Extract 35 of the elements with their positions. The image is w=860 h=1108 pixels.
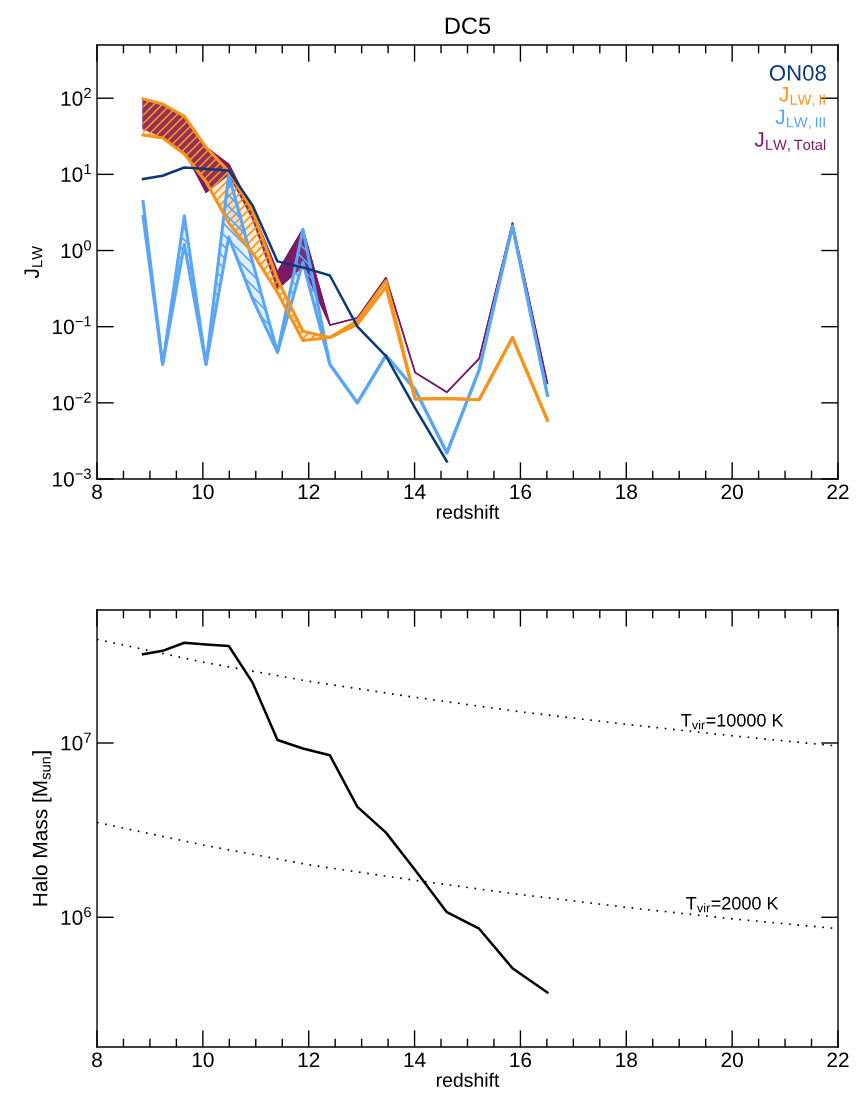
y-tick-label: 10$^{−2}$ [53, 392, 91, 411]
x-axis-title: redshift [436, 1072, 500, 1088]
x-tick-label: 18 [616, 484, 637, 500]
x-tick-label: 12 [298, 484, 320, 499]
x-axis-title: redshift [436, 504, 500, 519]
x-tick-label: 14 [404, 1052, 426, 1068]
y-tick-label: 10$^{0}$ [61, 240, 91, 259]
y-tick-label: 10$^{7}$ [61, 732, 91, 751]
series-label: T$_{vir}$=2000 K [686, 896, 779, 913]
x-tick-label: 8 [92, 484, 102, 500]
text: ON08 [769, 65, 826, 81]
x-tick-label: 12 [298, 1052, 320, 1068]
text: J$_{LW,Total}$ [754, 132, 826, 152]
text: J$_{LW,III}$ [775, 109, 825, 130]
x-tick-label: 8 [92, 1052, 102, 1068]
x-tick-label: 16 [510, 1052, 532, 1068]
y-tick-label: 10$^{−3}$ [53, 468, 91, 487]
y-axis-title: Halo Mass [M$_{sun}$] [32, 751, 52, 906]
x-tick-label: 10 [192, 484, 214, 500]
x-tick-label: 20 [721, 1052, 743, 1068]
y-tick-label: 10$^{1}$ [61, 164, 91, 182]
x-tick-label: 22 [827, 484, 849, 499]
x-tick-label: 14 [404, 484, 426, 499]
text: J$_{LW,II}$ [779, 87, 825, 107]
y-tick-label: 10$^{−1}$ [53, 316, 91, 335]
y-tick-label: 10$^{6}$ [61, 906, 91, 925]
y-axis-title: J$_{LW}$ [24, 246, 43, 279]
x-tick-label: 20 [721, 484, 743, 500]
x-tick-label: 10 [192, 1052, 214, 1068]
x-tick-label: 22 [827, 1052, 849, 1068]
y-tick-label: 10$^{2}$ [61, 87, 91, 106]
x-tick-label: 16 [510, 484, 532, 500]
series-label: T$_{vir}$=10000 K [681, 713, 784, 730]
x-tick-label: 18 [616, 1052, 637, 1068]
chart-title: DC5 [445, 17, 491, 35]
